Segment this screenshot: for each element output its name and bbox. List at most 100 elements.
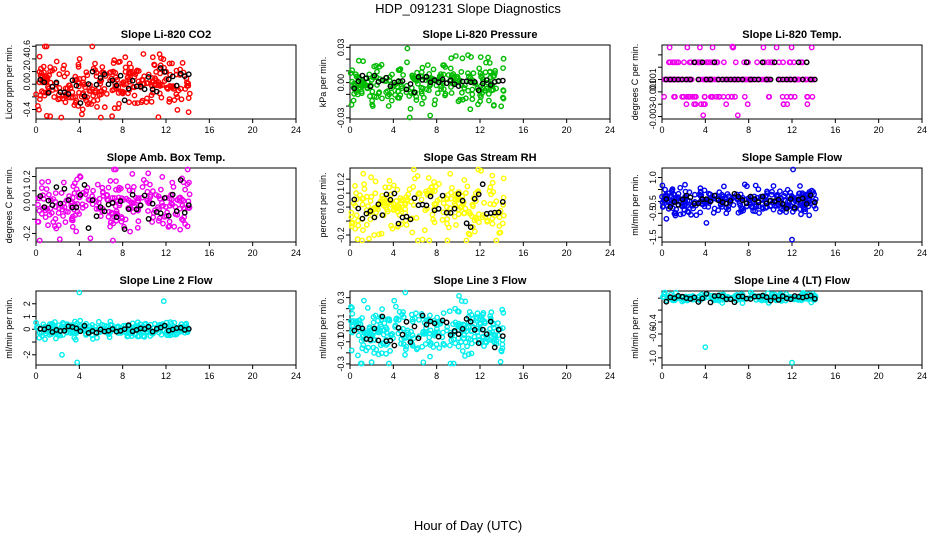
reference-point (767, 76, 774, 83)
x-tick-label: 16 (830, 125, 840, 135)
outlier-point (729, 43, 736, 50)
data-point (160, 220, 166, 227)
data-point (461, 210, 468, 217)
data-point (416, 190, 422, 197)
reference-point (467, 224, 474, 231)
data-point (451, 73, 458, 80)
reference-point (435, 79, 442, 86)
data-point (84, 72, 91, 79)
data-point (366, 93, 373, 100)
x-tick-label: 20 (248, 371, 258, 381)
reference-point (727, 198, 734, 204)
data-point (69, 223, 76, 230)
reference-point (169, 191, 176, 198)
reference-point (45, 197, 52, 204)
data-point (151, 320, 158, 327)
data-point (485, 97, 492, 104)
data-point (185, 80, 192, 87)
reference-point (743, 200, 750, 207)
data-point (185, 82, 192, 89)
data-point (158, 331, 165, 338)
data-point (414, 80, 421, 87)
data-point (391, 297, 398, 304)
x-tick-label: 12 (475, 248, 485, 258)
data-point (441, 342, 448, 348)
data-point (75, 64, 82, 70)
data-point (489, 179, 496, 186)
data-point (780, 101, 787, 108)
data-point (438, 73, 445, 80)
data-point (119, 88, 126, 95)
reference-point (383, 74, 390, 81)
reference-point (811, 76, 818, 83)
data-point (92, 60, 98, 67)
data-point (420, 94, 427, 101)
data-point (403, 343, 410, 350)
data-point (39, 332, 45, 339)
x-tick-label: 8 (120, 125, 125, 135)
data-point (77, 173, 83, 180)
data-point (475, 189, 482, 196)
data-point (101, 86, 108, 92)
reference-point (403, 213, 410, 220)
data-point (115, 59, 122, 65)
data-point (384, 88, 391, 95)
data-point (406, 114, 413, 121)
data-point (165, 223, 172, 230)
x-tick-label: 0 (33, 371, 38, 381)
x-tick-label: 4 (391, 125, 396, 135)
data-point (493, 85, 499, 92)
data-point (374, 329, 381, 336)
data-point (738, 205, 745, 212)
reference-point (479, 326, 486, 333)
data-point (427, 190, 433, 197)
reference-point (157, 65, 164, 71)
reference-point (173, 208, 180, 215)
reference-point (73, 325, 80, 332)
reference-point (77, 328, 84, 335)
data-point (663, 215, 670, 222)
panel-title: Slope Sample Flow (742, 152, 843, 164)
data-point (69, 194, 76, 201)
data-point (438, 83, 444, 90)
data-point (113, 217, 120, 224)
reference-point (739, 76, 746, 83)
reference-point (185, 325, 192, 332)
reference-point (375, 201, 382, 208)
data-point (373, 94, 380, 101)
data-point (499, 345, 506, 352)
reference-point (803, 201, 810, 207)
data-point (60, 179, 67, 186)
x-tick-label: 8 (434, 371, 439, 381)
data-point (73, 228, 80, 235)
data-point (808, 44, 815, 51)
data-point (366, 235, 372, 242)
data-point (500, 95, 507, 102)
data-point (433, 341, 440, 348)
data-point (413, 97, 420, 104)
data-point (450, 336, 457, 343)
data-point (366, 325, 373, 332)
data-point (452, 53, 459, 59)
data-point (798, 211, 804, 218)
data-point (378, 350, 385, 356)
data-point (704, 59, 711, 66)
data-point (41, 43, 48, 50)
data-point (465, 87, 471, 94)
outlier-point (497, 358, 504, 365)
data-point (37, 96, 43, 103)
data-point (420, 329, 426, 336)
x-tick-label: 12 (161, 371, 171, 381)
panel-3: Slope Li-820 Temp. 0 4 8 12 16 20 24 -0.003-0.00… (630, 29, 927, 135)
data-point (467, 210, 473, 217)
data-point (367, 197, 374, 204)
reference-point (165, 212, 172, 219)
data-point (770, 183, 777, 189)
y-tick-label: -0.1 (336, 334, 346, 350)
data-point (677, 76, 684, 83)
reference-point (467, 318, 474, 325)
data-point (144, 197, 151, 204)
data-point (126, 187, 133, 194)
data-point (364, 304, 371, 311)
reference-point (471, 195, 478, 202)
